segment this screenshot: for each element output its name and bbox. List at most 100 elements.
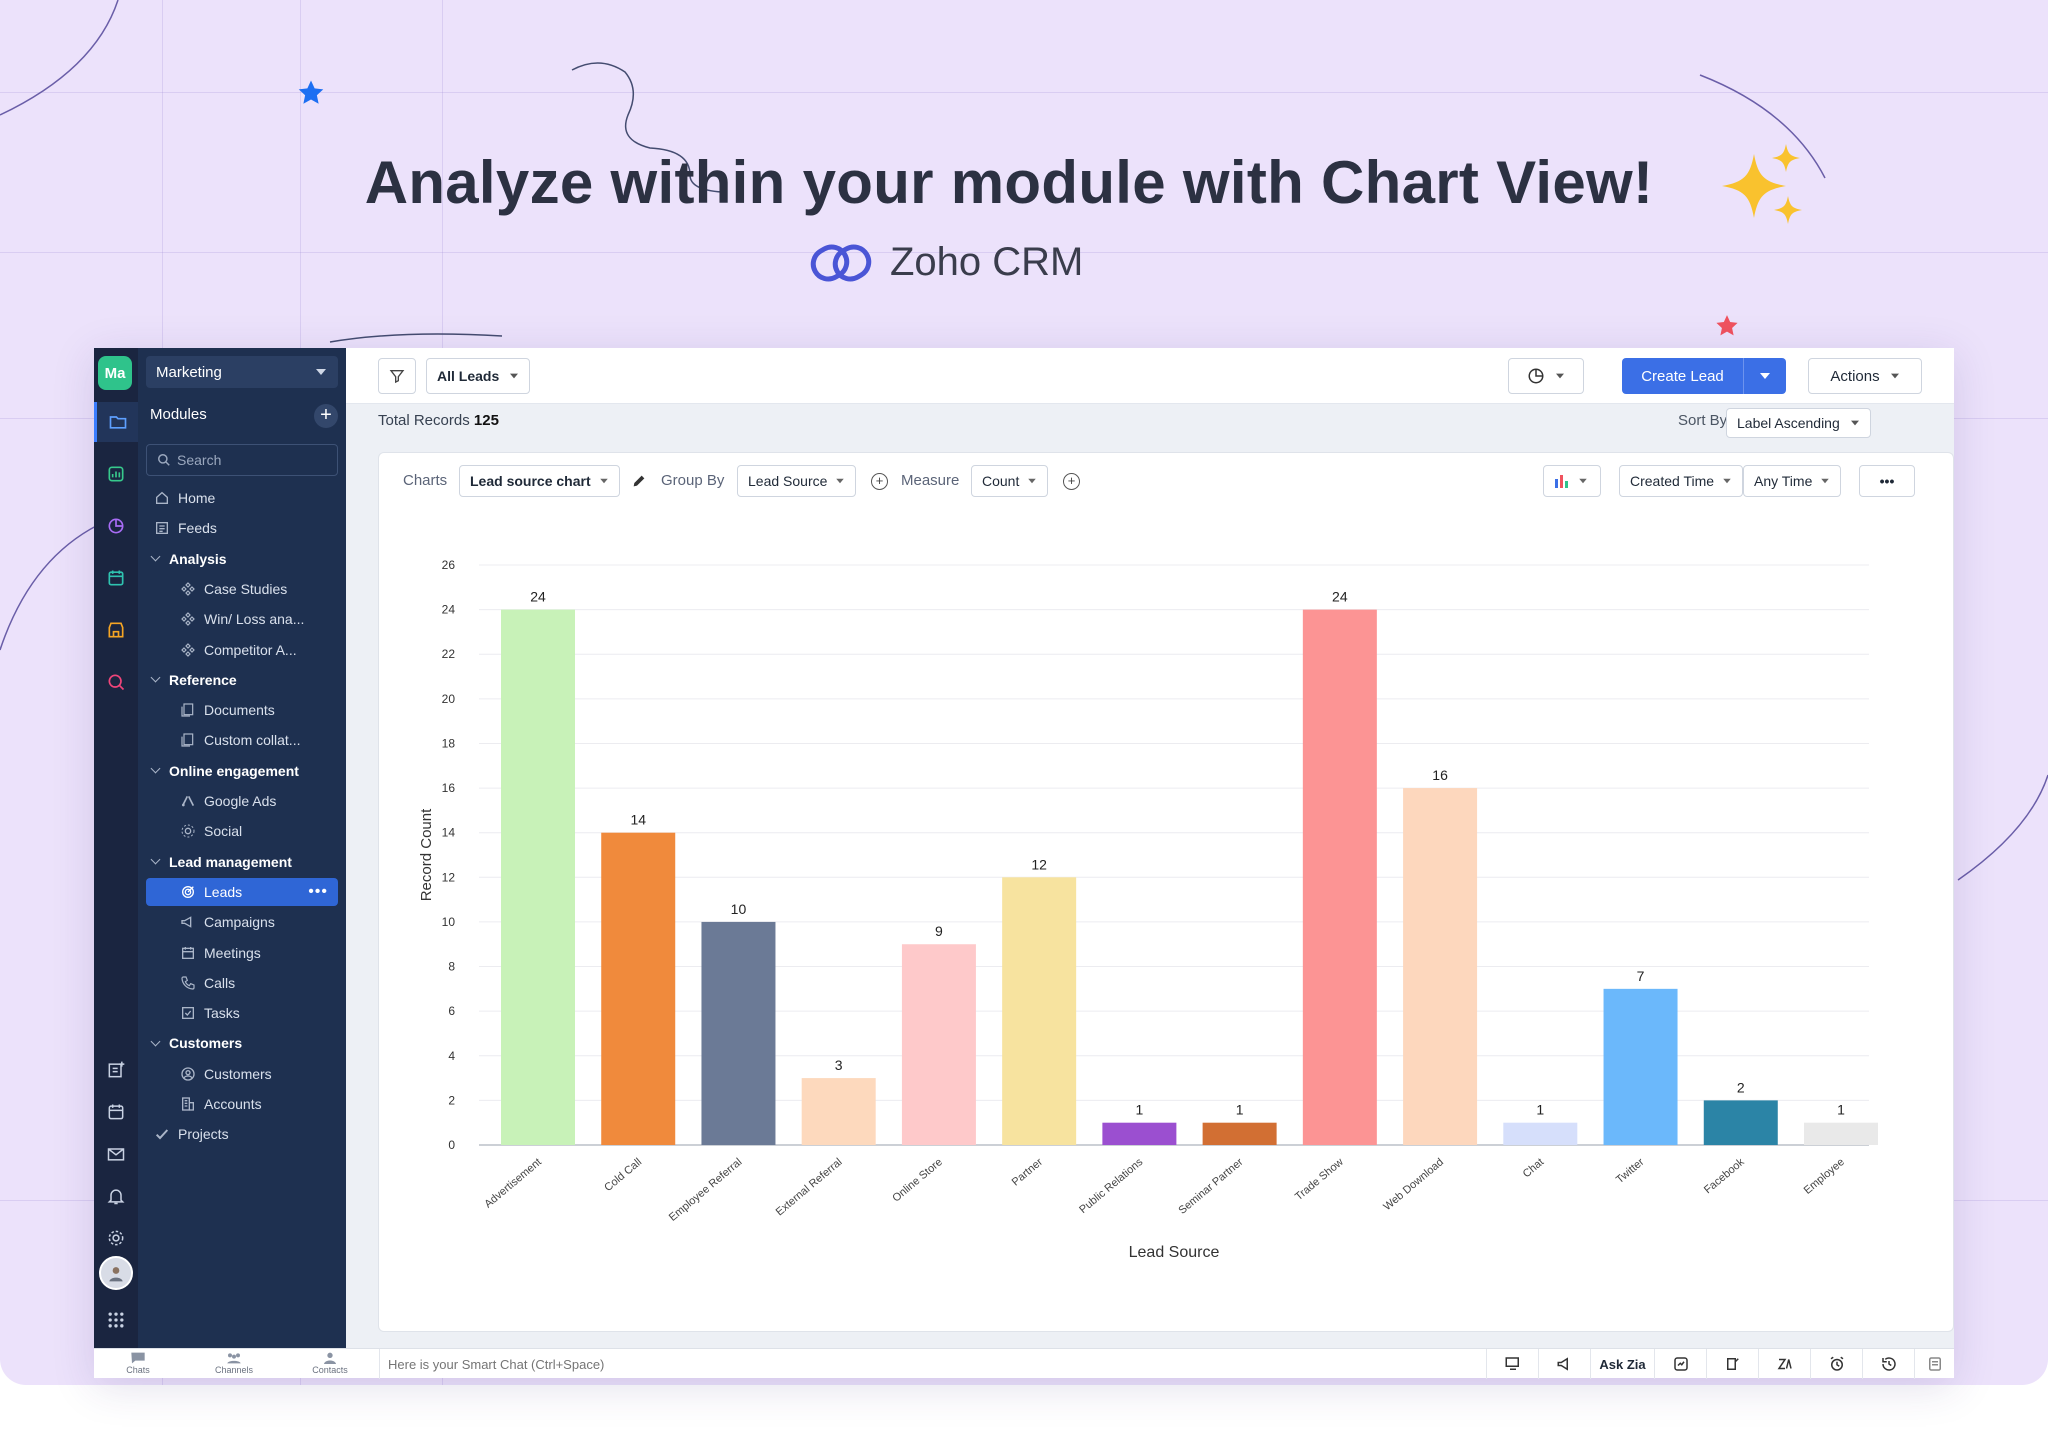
- app-grid-icon[interactable]: [102, 1306, 130, 1334]
- sidebar-item-win-loss-ana[interactable]: Win/ Loss ana...: [146, 605, 338, 633]
- chevron-down-icon: [1723, 478, 1731, 484]
- bar-value-label: 1: [1236, 1102, 1244, 1118]
- bar: [1703, 1100, 1778, 1145]
- channels-button[interactable]: Channels: [204, 1351, 264, 1375]
- reports-icon[interactable]: [102, 460, 130, 488]
- sidebar-item-label: Google Ads: [204, 793, 277, 809]
- zia-button[interactable]: [1758, 1349, 1810, 1379]
- announcements-button[interactable]: [1538, 1349, 1590, 1379]
- add-record-icon[interactable]: [102, 1056, 130, 1084]
- gear-icon[interactable]: [102, 1224, 130, 1252]
- sidebar-item-calls[interactable]: Calls: [146, 969, 338, 997]
- sidebar-item-leads[interactable]: Leads •••: [146, 877, 338, 906]
- chats-button[interactable]: Chats: [108, 1351, 168, 1375]
- chevron-down-icon[interactable]: [150, 1036, 161, 1047]
- chevron-down-icon: [1028, 478, 1037, 484]
- chevron-down-icon[interactable]: [150, 763, 161, 774]
- chevron-down-icon[interactable]: [150, 854, 161, 865]
- chevron-down-icon[interactable]: [150, 551, 161, 562]
- calendar-icon[interactable]: [102, 1098, 130, 1126]
- time-field-select[interactable]: Created Time: [1619, 465, 1744, 497]
- more-dots-icon[interactable]: •••: [308, 882, 328, 900]
- sidebar-search[interactable]: [146, 444, 338, 476]
- planner-icon[interactable]: [102, 564, 130, 592]
- bar: [1002, 877, 1077, 1145]
- y-tick-label: 16: [442, 781, 456, 795]
- sidebar-item-accounts[interactable]: Accounts: [146, 1090, 338, 1118]
- add-measure-icon[interactable]: +: [1063, 473, 1080, 490]
- contacts-button[interactable]: Contacts: [300, 1351, 360, 1375]
- chevron-down-icon[interactable]: [150, 672, 161, 683]
- y-tick-label: 20: [442, 692, 456, 706]
- add-module-button[interactable]: +: [314, 404, 338, 428]
- create-lead-button[interactable]: Create Lead: [1622, 358, 1786, 394]
- reminder-button[interactable]: [1810, 1349, 1862, 1379]
- sidebar-item-google-ads[interactable]: Google Ads: [146, 787, 338, 815]
- chevron-down-icon: [510, 373, 519, 379]
- add-group-icon[interactable]: +: [871, 473, 888, 490]
- search-input[interactable]: [177, 452, 327, 468]
- y-tick-label: 10: [442, 915, 456, 929]
- sidebar-item-tasks[interactable]: Tasks: [146, 999, 338, 1027]
- notes-button[interactable]: [1914, 1349, 1954, 1379]
- actions-button[interactable]: Actions: [1808, 358, 1922, 394]
- more-options-button[interactable]: •••: [1859, 465, 1915, 497]
- notes-icon: [1928, 1357, 1941, 1371]
- chevron-down-icon: [1821, 478, 1830, 484]
- x-tick-label: Seminar Partner: [1176, 1156, 1245, 1217]
- user-avatar[interactable]: [99, 1256, 133, 1290]
- marketplace-icon[interactable]: [102, 616, 130, 644]
- sidebar-item-custom-collat[interactable]: Custom collat...: [146, 726, 338, 754]
- sidebar-item-competitor-a[interactable]: Competitor A...: [146, 636, 338, 664]
- sidebar-item-meetings[interactable]: Meetings: [146, 939, 338, 967]
- group-by-select[interactable]: Lead Source: [737, 465, 857, 497]
- sidebar-item-campaigns[interactable]: Campaigns: [146, 908, 338, 936]
- modules-icon[interactable]: [94, 402, 138, 442]
- pencil-icon[interactable]: [631, 473, 647, 489]
- create-lead-dropdown[interactable]: [1744, 358, 1786, 394]
- sidebar-item-customers[interactable]: Customers: [146, 1060, 338, 1088]
- workspace-select[interactable]: Marketing: [146, 356, 338, 388]
- bell-icon[interactable]: [102, 1182, 130, 1210]
- workspace-avatar[interactable]: Ma: [98, 356, 132, 390]
- chevron-down-icon: [1579, 478, 1587, 484]
- sidebar-item-home[interactable]: Home: [146, 484, 338, 512]
- sidebar-section-analysis[interactable]: Analysis: [146, 545, 338, 573]
- signals-button[interactable]: [1654, 1349, 1706, 1379]
- sidebar-item-feeds[interactable]: Feeds: [146, 514, 338, 542]
- sidebar-section-lead-management[interactable]: Lead management: [146, 848, 338, 876]
- ask-zia-button[interactable]: Ask Zia: [1590, 1349, 1654, 1379]
- sidebar-item-projects[interactable]: Projects: [146, 1120, 338, 1148]
- sidebar-item-documents[interactable]: Documents: [146, 696, 338, 724]
- sidebar-section-online-engagement[interactable]: Online engagement: [146, 757, 338, 785]
- x-tick-label: Public Relations: [1077, 1156, 1146, 1216]
- view-select[interactable]: All Leads: [426, 358, 531, 394]
- sidebar-section-reference[interactable]: Reference: [146, 666, 338, 694]
- diamond-nodes-icon: [180, 581, 196, 597]
- recent-items-button[interactable]: [1706, 1349, 1758, 1379]
- view-type-button[interactable]: [1508, 358, 1584, 394]
- sidebar-item-social[interactable]: Social: [146, 817, 338, 845]
- sort-select[interactable]: Label Ascending: [1726, 408, 1871, 438]
- search-insights-icon[interactable]: [102, 668, 130, 696]
- sidebar-section-customers[interactable]: Customers: [146, 1029, 338, 1057]
- contacts-label: Contacts: [312, 1365, 348, 1375]
- x-tick-label: Partner: [1010, 1156, 1046, 1189]
- history-button[interactable]: [1862, 1349, 1914, 1379]
- mail-icon[interactable]: [102, 1140, 130, 1168]
- time-range-select[interactable]: Any Time: [1743, 465, 1842, 497]
- filter-button[interactable]: [378, 358, 416, 394]
- bar: [901, 944, 976, 1145]
- chart-select[interactable]: Lead source chart: [459, 465, 620, 497]
- chart-type-select[interactable]: [1543, 465, 1601, 497]
- sidebar-item-label: Documents: [204, 702, 275, 719]
- measure-select[interactable]: Count: [971, 465, 1049, 497]
- sidebar-item-label: Custom collat...: [204, 732, 301, 749]
- bar-value-label: 1: [1135, 1102, 1143, 1118]
- sidebar-item-label: Social: [204, 823, 243, 840]
- sidebar-item-case-studies[interactable]: Case Studies: [146, 575, 338, 603]
- analytics-icon[interactable]: [102, 512, 130, 540]
- bar: [1102, 1122, 1177, 1145]
- screen-share-button[interactable]: [1486, 1349, 1538, 1379]
- smart-chat-input[interactable]: [380, 1356, 1280, 1372]
